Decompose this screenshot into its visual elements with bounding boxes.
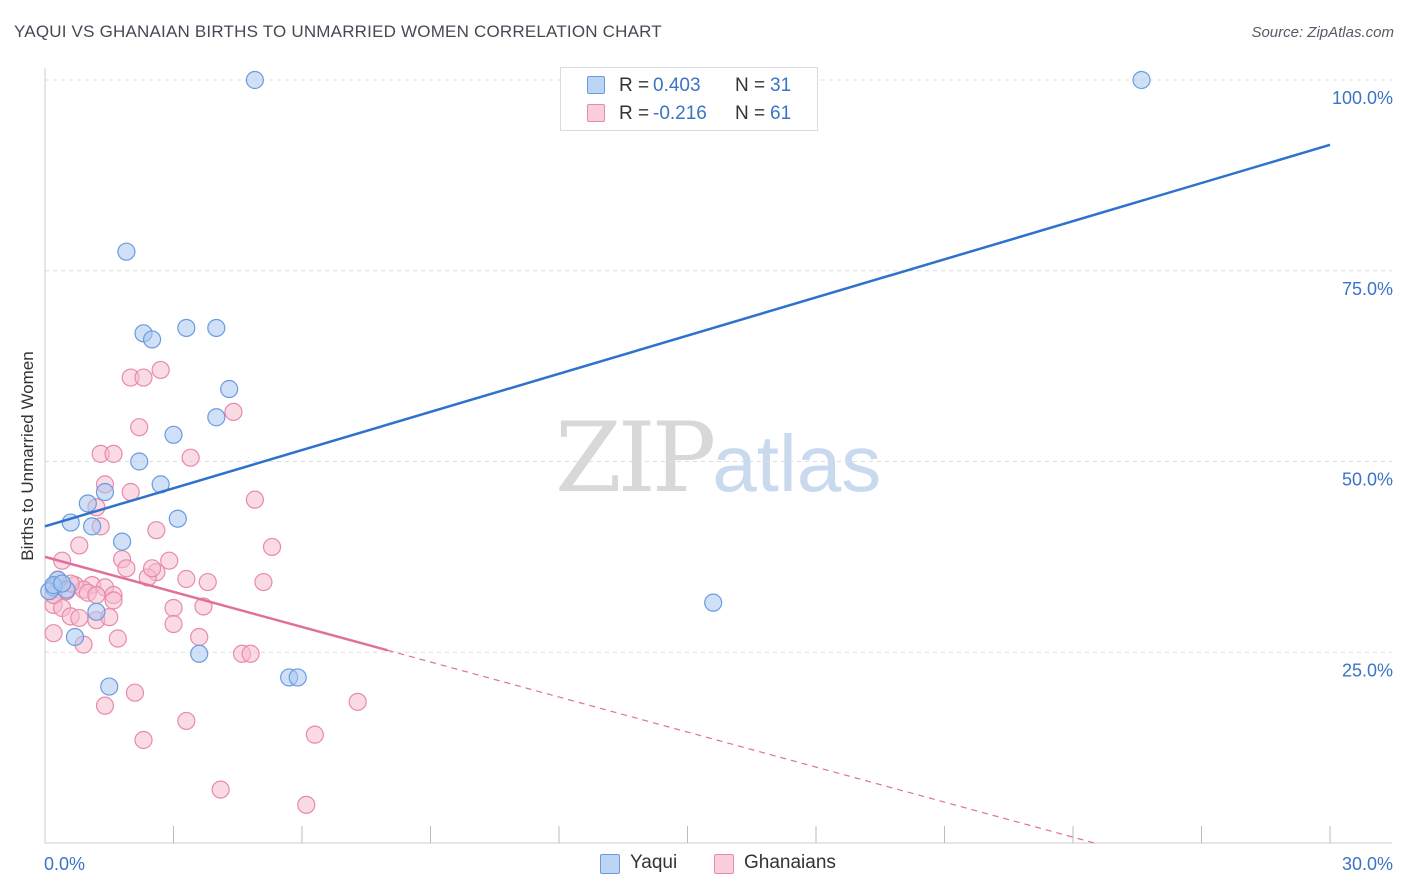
- ghanaian-point: [241, 644, 260, 663]
- yaqui-point: [177, 318, 196, 338]
- yaqui-point: [87, 602, 106, 621]
- legend-r-value: 0.403: [653, 75, 701, 96]
- ghanaian-point: [130, 418, 149, 437]
- yaqui-point: [117, 242, 136, 261]
- legend-r-value: -0.216: [653, 103, 707, 124]
- y-tick-label: 100.0%: [1332, 88, 1393, 108]
- x-tick-label: 0.0%: [44, 854, 85, 874]
- legend-n-value: 31: [770, 75, 792, 96]
- yaqui-point: [704, 593, 723, 612]
- ghanaian-point: [262, 537, 282, 557]
- ghanaian-point: [151, 360, 170, 380]
- ghanaian-point: [164, 598, 183, 618]
- yaqui-trend-line: [44, 143, 1331, 528]
- yaqui-point: [168, 509, 187, 528]
- yaqui-point: [164, 425, 183, 444]
- legend-n-value: 61: [770, 103, 792, 124]
- yaqui-point: [288, 668, 307, 687]
- ghanaian-point: [87, 585, 106, 605]
- yaqui-point: [112, 532, 132, 551]
- legend-r-label: R =: [619, 103, 650, 124]
- ghanaian-point: [70, 536, 89, 555]
- ghanaian-point: [254, 572, 273, 592]
- yaqui-point: [142, 330, 162, 349]
- yaqui-point: [100, 677, 119, 696]
- legend-swatch-yaqui: [587, 76, 605, 94]
- ghanaian-point: [104, 444, 123, 463]
- yaqui-point: [245, 70, 264, 90]
- correlation-legend: R = 0.403 N = 31 R = -0.216 N = 61: [560, 67, 818, 131]
- ghanaian-point: [245, 490, 264, 509]
- series-label-yaqui: Yaqui: [630, 852, 678, 873]
- ghanaian-point: [224, 402, 243, 422]
- watermark-zip: ZIP: [555, 402, 716, 514]
- ghanaian-point: [177, 569, 196, 589]
- ghanaian-trend-line: [44, 555, 388, 652]
- legend-swatch-ghanaians: [587, 104, 605, 122]
- ghanaian-trend-extension: [387, 649, 1095, 844]
- ghanaian-point: [95, 696, 115, 715]
- series-swatch-yaqui: [600, 854, 620, 874]
- ghanaian-point: [181, 448, 200, 467]
- yaqui-point: [65, 627, 85, 647]
- legend-n-label: N =: [735, 103, 766, 124]
- ghanaian-point: [147, 521, 166, 540]
- source-credit: Source: ZipAtlas.com: [1251, 24, 1394, 41]
- ghanaian-point: [117, 559, 136, 578]
- yaqui-point: [190, 644, 209, 663]
- yaqui-point: [130, 452, 149, 471]
- ghanaian-point: [108, 629, 127, 648]
- ghanaian-point: [177, 711, 196, 731]
- ghanaian-point: [164, 614, 183, 634]
- watermark-atlas: atlas: [712, 419, 882, 508]
- ghanaian-point: [125, 683, 145, 702]
- yaqui-point: [95, 482, 115, 502]
- ghanaian-point: [348, 692, 367, 711]
- ghanaian-point: [190, 627, 209, 647]
- y-tick-label: 25.0%: [1342, 660, 1393, 680]
- ghanaian-point: [305, 725, 324, 744]
- series-legend: Yaqui Ghanaians: [0, 852, 1406, 876]
- ghanaian-point: [134, 368, 153, 387]
- yaqui-point: [53, 574, 72, 593]
- ghanaian-point: [70, 608, 89, 628]
- yaqui-point: [207, 318, 226, 338]
- yaqui-point: [220, 379, 239, 399]
- watermark: ZIPatlas: [555, 402, 881, 514]
- yaqui-point: [1132, 70, 1151, 90]
- legend-r-label: R =: [619, 75, 650, 96]
- yaqui-point: [207, 408, 226, 427]
- y-tick-label: 50.0%: [1342, 470, 1393, 490]
- ghanaian-point: [104, 591, 123, 610]
- ghanaian-point: [134, 730, 153, 750]
- ghanaian-point: [44, 624, 63, 643]
- ghanaian-point: [198, 572, 217, 592]
- x-tick-label: 30.0%: [1342, 854, 1393, 874]
- y-axis-label: Births to Unmarried Women: [18, 351, 37, 561]
- yaqui-point: [83, 517, 102, 536]
- yaqui-point: [78, 494, 97, 513]
- chart-title: YAQUI VS GHANAIAN BIRTHS TO UNMARRIED WO…: [14, 22, 662, 41]
- ghanaian-point: [211, 780, 230, 799]
- ghanaian-point: [160, 551, 179, 570]
- ghanaian-point: [297, 795, 316, 814]
- ghanaian-point: [142, 559, 162, 578]
- series-label-ghanaians: Ghanaians: [744, 852, 836, 873]
- legend-n-label: N =: [735, 75, 766, 96]
- y-tick-label: 75.0%: [1342, 279, 1393, 299]
- series-swatch-ghanaians: [714, 854, 734, 874]
